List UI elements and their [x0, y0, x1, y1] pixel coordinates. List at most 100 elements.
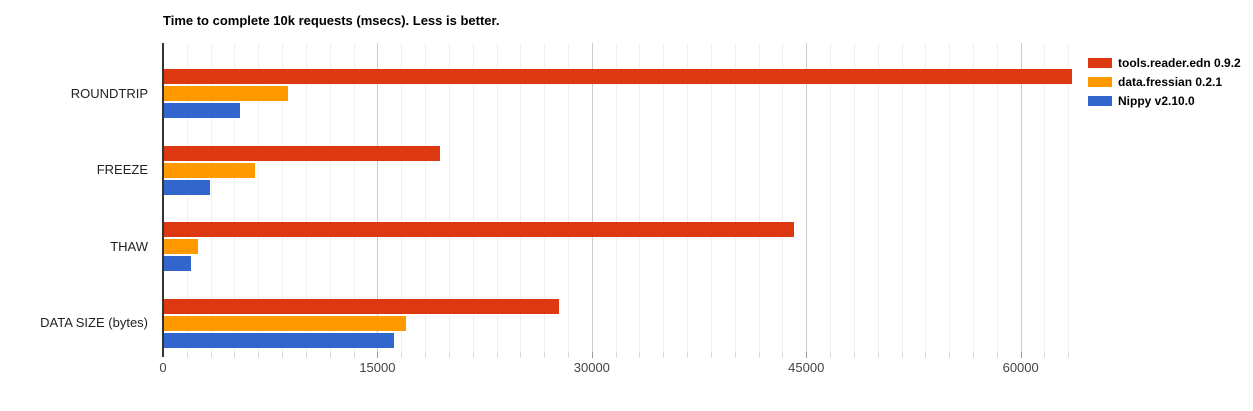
legend-label: data.fressian 0.2.1: [1118, 74, 1223, 89]
axis-tick-minor: [520, 352, 522, 358]
plot-area: [163, 43, 1085, 352]
axis-tick-minor: [687, 352, 689, 358]
category-label: THAW: [110, 238, 148, 254]
legend-swatch-blue: [1088, 95, 1112, 106]
axis-tick-minor: [329, 352, 331, 358]
axis-tick-minor: [401, 352, 403, 358]
gridline-minor: [234, 43, 236, 352]
legend-item-tools-reader: tools.reader.edn 0.9.2: [1088, 53, 1241, 72]
axis-tick-minor: [639, 352, 641, 358]
bar: [164, 256, 192, 271]
axis-tick-minor: [615, 352, 617, 358]
gridline-minor: [830, 43, 832, 352]
bar: [164, 179, 210, 195]
gridline-minor: [305, 43, 307, 352]
gridline-minor: [710, 43, 712, 352]
legend-swatch-red: [1088, 57, 1112, 68]
gridline-minor: [973, 43, 975, 352]
gridline-minor: [615, 43, 617, 352]
bar: [164, 239, 199, 254]
gridline-minor: [210, 43, 212, 352]
bar: [164, 315, 406, 331]
gridline-minor: [282, 43, 284, 352]
axis-tick-minor: [258, 352, 260, 358]
axis-tick-minor: [901, 352, 903, 358]
axis-tick-minor: [544, 352, 546, 358]
bar: [164, 298, 559, 314]
gridline-minor: [639, 43, 641, 352]
axis-tick-minor: [663, 352, 665, 358]
gridline-minor: [520, 43, 522, 352]
axis-tick-minor: [1068, 352, 1070, 358]
gridline-minor: [425, 43, 427, 352]
axis-tick-minor: [996, 352, 998, 358]
y-axis-line: [162, 43, 164, 357]
x-tick-label: 15000: [359, 360, 396, 375]
axis-tick-minor: [710, 352, 712, 358]
gridline-minor: [925, 43, 927, 352]
axis-tick-minor: [925, 352, 927, 358]
bar: [164, 222, 795, 237]
axis-tick-minor: [472, 352, 474, 358]
axis-tick-minor: [448, 352, 450, 358]
gridline-minor: [901, 43, 903, 352]
axis-tick-minor: [234, 352, 236, 358]
gridline-minor: [472, 43, 474, 352]
axis-tick-minor: [186, 352, 188, 358]
chart-title: Time to complete 10k requests (msecs). L…: [163, 13, 500, 28]
gridline-minor: [496, 43, 498, 352]
legend-item-nippy: Nippy v2.10.0: [1088, 91, 1241, 110]
axis-tick-major: [806, 352, 808, 358]
axis-tick-major: [1020, 352, 1022, 358]
legend-label: Nippy v2.10.0: [1118, 93, 1195, 108]
axis-tick-minor: [973, 352, 975, 358]
gridline-minor: [401, 43, 403, 352]
category-label: DATA SIZE (bytes): [40, 315, 148, 330]
gridline-minor: [782, 43, 784, 352]
axis-tick-minor: [853, 352, 855, 358]
legend-label: tools.reader.edn 0.9.2: [1118, 55, 1241, 70]
gridline-minor: [448, 43, 450, 352]
x-tick-label: 60000: [1002, 360, 1039, 375]
bar: [164, 332, 395, 348]
gridline-minor: [734, 43, 736, 352]
gridline-minor: [949, 43, 951, 352]
axis-tick-minor: [568, 352, 569, 358]
gridline-minor: [996, 43, 998, 352]
axis-tick-minor: [758, 352, 760, 358]
gridline-minor: [877, 43, 879, 352]
gridline-major: [377, 43, 379, 352]
bar: [164, 69, 1072, 84]
legend-swatch-orange: [1088, 76, 1112, 87]
gridline-major: [806, 43, 808, 352]
x-tick-label: 45000: [788, 360, 825, 375]
axis-tick-minor: [734, 352, 736, 358]
axis-tick-minor: [877, 352, 879, 358]
gridline-minor: [687, 43, 689, 352]
axis-tick-minor: [830, 352, 832, 358]
axis-tick-minor: [210, 352, 212, 358]
gridline-minor: [1044, 43, 1046, 352]
category-label: FREEZE: [96, 162, 148, 177]
axis-tick-minor: [496, 352, 498, 358]
gridline-minor: [186, 43, 188, 352]
x-tick-label: 0: [159, 360, 167, 375]
gridline-minor: [568, 43, 569, 352]
axis-tick-minor: [949, 352, 951, 358]
axis-tick-minor: [305, 352, 307, 358]
axis-tick-minor: [425, 352, 427, 358]
gridline-minor: [544, 43, 546, 352]
gridline-minor: [1068, 43, 1070, 352]
gridline-major: [1020, 43, 1022, 352]
axis-tick-minor: [353, 352, 355, 358]
gridline-minor: [258, 43, 260, 352]
bar: [164, 86, 289, 101]
x-tick-label: 30000: [573, 360, 610, 375]
category-label: ROUNDTRIP: [70, 85, 148, 101]
gridline-minor: [663, 43, 665, 352]
axis-tick-major: [377, 352, 379, 358]
gridline-major: [591, 43, 593, 352]
gridline-minor: [329, 43, 331, 352]
axis-tick-major: [591, 352, 593, 358]
